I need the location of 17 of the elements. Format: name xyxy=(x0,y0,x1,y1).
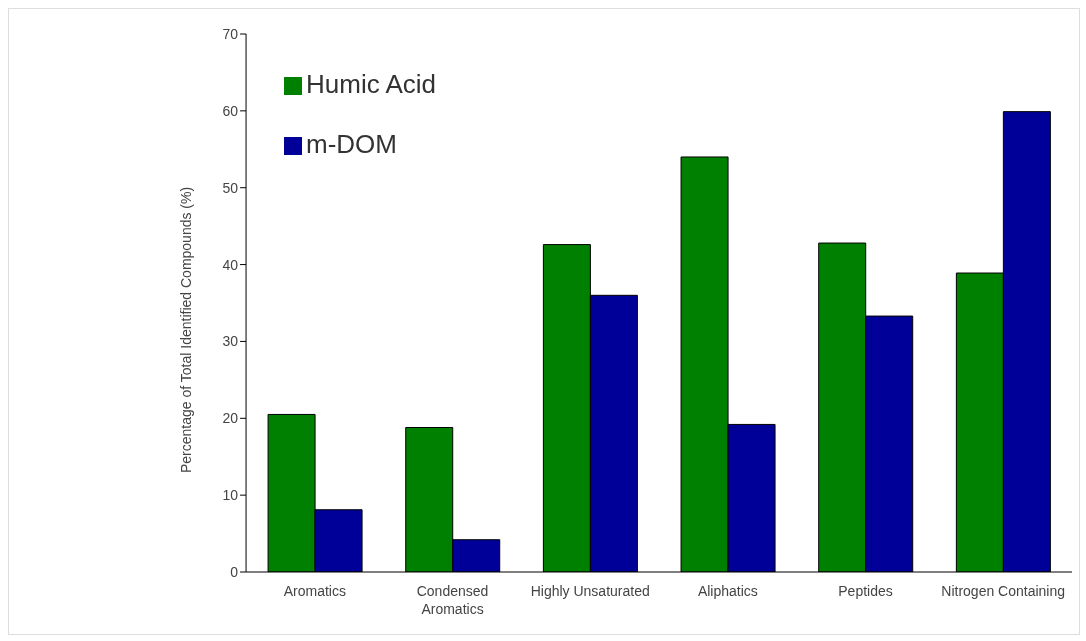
x-tick-label: Highly Unsaturated xyxy=(530,583,650,599)
x-tick-label: Condensed Aromatics xyxy=(416,583,489,617)
x-tick-label: Aliphatics xyxy=(697,583,758,599)
y-tick-label: 20 xyxy=(222,410,239,427)
y-tick-label: 50 xyxy=(222,179,239,196)
y-tick-label: 70 xyxy=(222,25,239,42)
y-tick-label: 30 xyxy=(222,333,239,350)
y-tick-label: 40 xyxy=(222,256,239,273)
legend-label: m-DOM xyxy=(306,129,397,159)
legend-label: Humic Acid xyxy=(306,69,437,99)
x-tick-label: Peptides xyxy=(838,583,893,599)
x-tick-label: Aromatics xyxy=(283,583,346,599)
x-tick-label: Nitrogen Containing xyxy=(941,583,1066,599)
y-tick-label: 10 xyxy=(222,487,239,504)
y-tick-label: 0 xyxy=(230,563,239,580)
y-tick-label: 60 xyxy=(222,102,239,119)
y-axis-title: Percentage of Total Identified Compounds (%) xyxy=(178,186,195,473)
